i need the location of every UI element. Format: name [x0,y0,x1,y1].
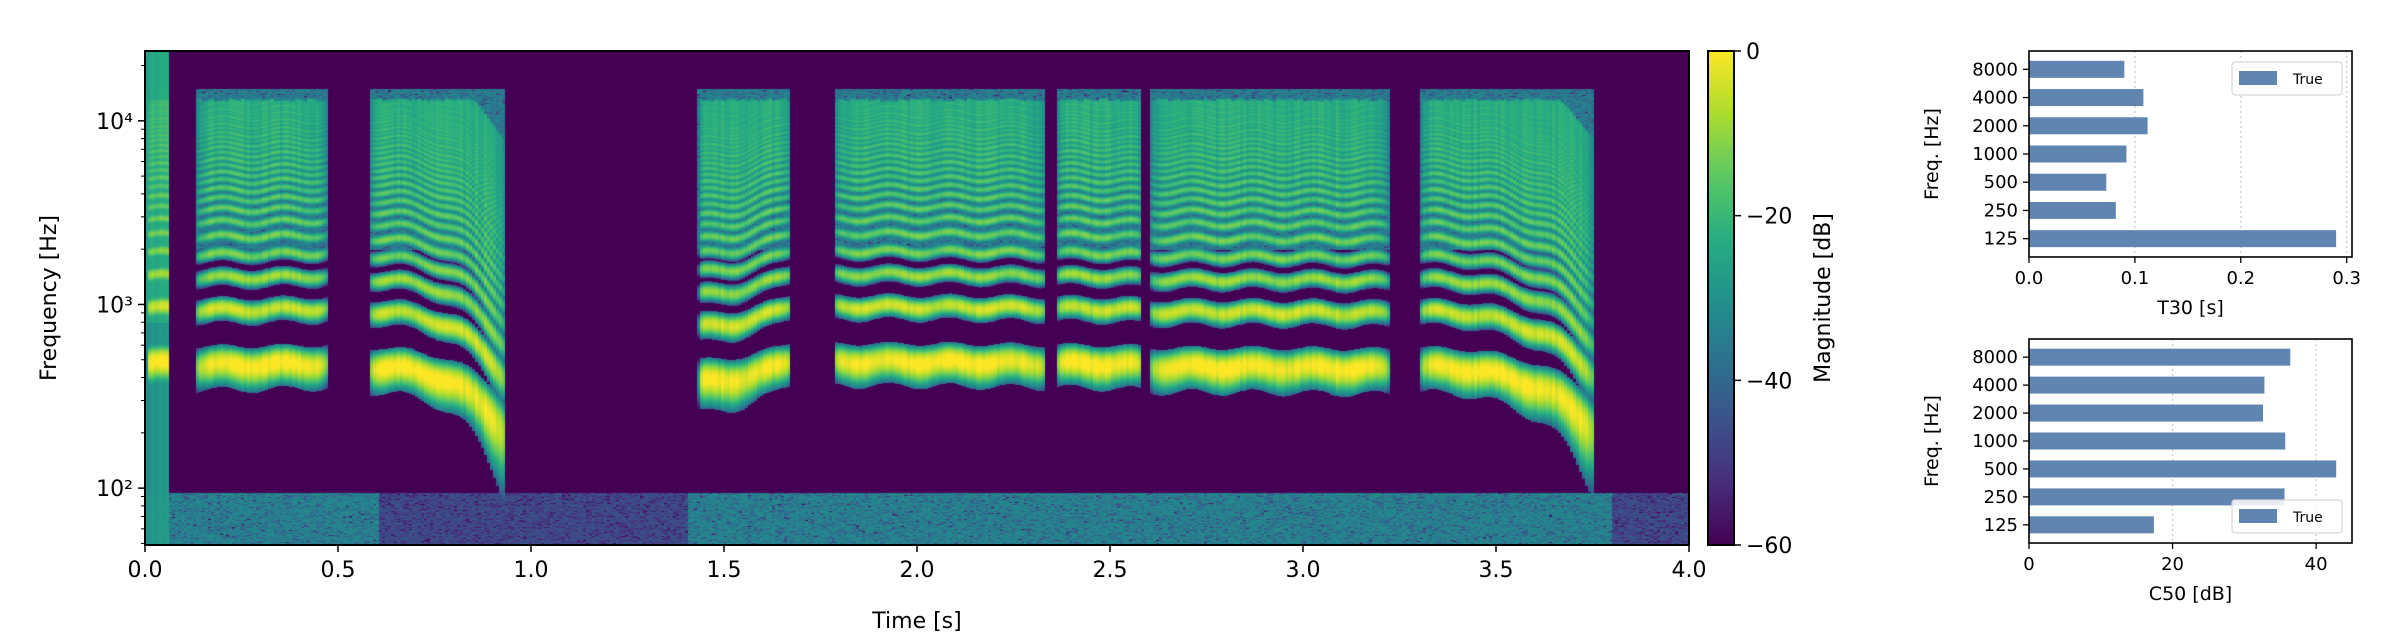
x-tick-label: 0.2 [2226,268,2255,289]
x-axis-label: T30 [s] [2156,297,2224,319]
colorbar-tick-label: −60 [1746,534,1792,559]
x-tick-label: 2.5 [1093,558,1128,583]
y-tick-label: 10⁴ [96,110,133,135]
bar-1000 [2029,145,2127,163]
y-tick-label: 2000 [1972,403,2018,424]
y-tick-label: 500 [1984,172,2018,193]
x-tick-label: 0.5 [321,558,356,583]
colorbar-tick-label: −40 [1746,369,1792,394]
y-axis-label: Frequency [Hz] [37,215,62,381]
x-tick-label: 20 [2161,554,2184,575]
y-tick-label: 1000 [1972,431,2018,452]
y-tick-label: 10² [96,477,133,502]
x-tick-label: 0 [2023,554,2034,575]
bar-1000 [2029,432,2286,450]
bar-8000 [2029,60,2125,78]
x-tick-label: 2.0 [900,558,935,583]
x-tick-label: 40 [2305,554,2328,575]
y-tick-label: 10³ [96,293,133,318]
axes-frame [2028,50,2353,258]
legend-label: True [2292,72,2323,88]
y-tick-label: 4000 [1972,88,2018,109]
bar-8000 [2029,348,2291,366]
x-axis-label: C50 [dB] [2149,583,2232,605]
bar-500 [2029,173,2107,191]
axes-frame [2028,338,2353,544]
x-tick-label: 0.1 [2121,268,2150,289]
colorbar-gradient [1707,50,1735,546]
y-tick-label: 125 [1984,515,2018,536]
colorbar: 0 −20 −40 −60 Magnitude [dB] [1707,40,1836,559]
y-tick-label: 250 [1984,200,2018,221]
bar-2000 [2029,117,2148,135]
x-tick-label: 1.0 [514,558,549,583]
colorbar-tick-label: −20 [1746,205,1792,230]
bar-125 [2029,516,2154,534]
colorbar-tick-label: 0 [1746,40,1760,65]
legend-label: True [2292,510,2323,526]
y-axis-label: Freq. [Hz] [1921,395,1943,487]
legend-box [2231,61,2343,96]
x-tick-label: 3.0 [1286,558,1321,583]
x-tick-label: 0.0 [2015,268,2044,289]
y-tick-label: 500 [1984,459,2018,480]
bar-250 [2029,488,2285,506]
y-tick-label: 2000 [1972,116,2018,137]
t30-bar-chart: 0.0 0.1 0.2 0.3 125 250 500 1000 2000 4000 8000 T30… [1921,50,2361,319]
bar-2000 [2029,404,2263,422]
bar-500 [2029,460,2337,478]
y-tick-label: 8000 [1972,59,2018,80]
legend-box [2231,499,2343,534]
spectrogram-axes: 0.0 0.5 1.0 1.5 2.0 2.5 3.0 3.5 4.0 10² 10³ 10⁴ Time… [37,50,1707,634]
y-tick-label: 1000 [1972,144,2018,165]
spectrogram-frame [144,50,1690,546]
legend-swatch [2239,71,2277,85]
y-tick-label: 250 [1984,487,2018,508]
colorbar-label: Magnitude [dB] [1811,213,1836,383]
y-axis-label: Freq. [Hz] [1921,108,1943,200]
x-axis-label: Time [s] [871,609,961,634]
c50-bar-chart: 0 20 40 125 250 500 1000 2000 4000 8000 C50 [dB] Fr… [1921,338,2353,605]
x-tick-label: 1.5 [707,558,742,583]
x-tick-label: 0.3 [2332,268,2361,289]
bar-4000 [2029,376,2265,394]
x-tick-label: 4.0 [1672,558,1707,583]
y-tick-label: 125 [1984,229,2018,250]
legend-swatch [2239,509,2277,523]
bar-4000 [2029,89,2144,107]
bar-125 [2029,230,2337,248]
y-tick-label: 8000 [1972,347,2018,368]
spectrogram-image [145,51,1689,545]
x-tick-label: 0.0 [128,558,163,583]
x-tick-label: 3.5 [1479,558,1514,583]
bar-250 [2029,201,2116,219]
y-tick-label: 4000 [1972,375,2018,396]
